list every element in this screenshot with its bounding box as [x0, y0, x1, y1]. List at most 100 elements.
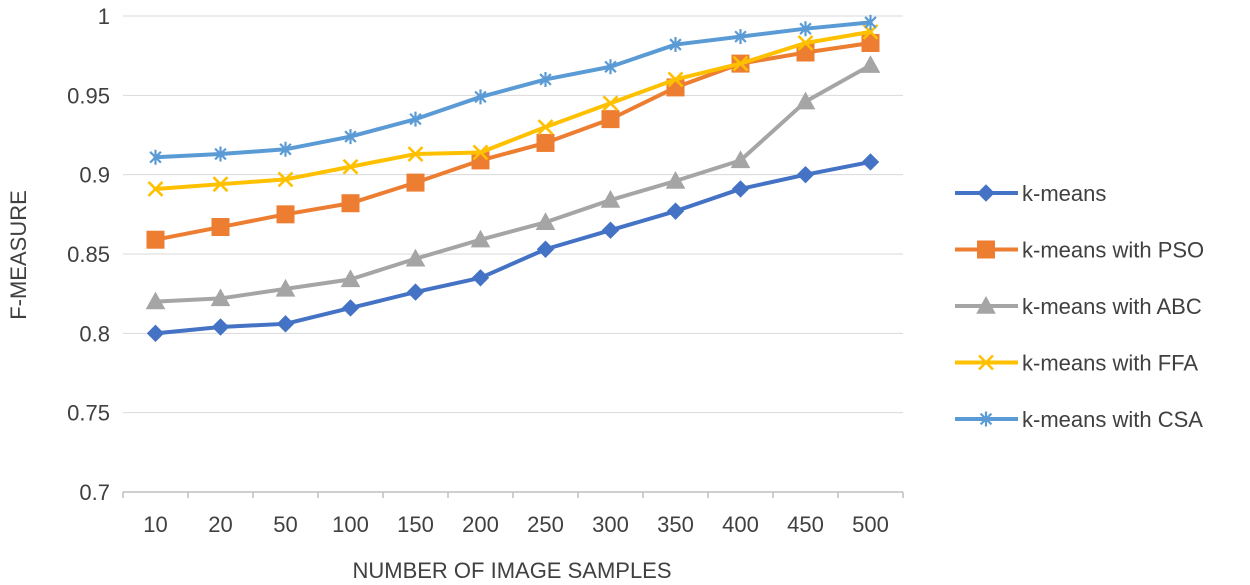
data-point-k-means-with-csa-400 [734, 29, 747, 45]
data-point-k-means-with-csa-20 [214, 146, 227, 162]
legend-label-k-means-with-csa: k-means with CSA [1022, 407, 1203, 432]
data-point-k-means-with-csa-10 [149, 149, 162, 165]
x-tick-label-100: 100 [332, 512, 369, 537]
data-point-k-means-with-abc-20 [210, 288, 231, 307]
data-point-k-means-250 [536, 240, 555, 258]
data-point-k-means-with-pso-50 [276, 205, 295, 224]
data-point-k-means-with-csa-450 [799, 21, 812, 37]
series-k-means-with-ffa [147, 23, 879, 197]
data-point-k-means-with-ffa-10 [147, 181, 164, 197]
x-tick-label-300: 300 [592, 512, 629, 537]
legend-marker-k-means-with-abc [976, 295, 996, 314]
x-tick-label-450: 450 [787, 512, 824, 537]
data-point-k-means-500 [861, 153, 880, 171]
series-line-k-means-with-ffa [153, 29, 873, 191]
legend-marker-k-means-with-csa [979, 411, 993, 427]
data-point-k-means-10 [146, 324, 165, 343]
data-point-k-means-100 [341, 299, 360, 317]
series-line-k-means-with-abc [153, 63, 873, 304]
legend-item-k-means-with-pso: k-means with PSO [955, 238, 1204, 263]
y-tick-label-0.8: 0.8 [79, 321, 110, 346]
legend-label-k-means-with-pso: k-means with PSO [1022, 238, 1204, 263]
legend-marker-k-means-with-pso [977, 240, 995, 259]
x-tick-label-500: 500 [852, 512, 889, 537]
legend-label-k-means-with-ffa: k-means with FFA [1022, 351, 1198, 376]
data-point-k-means-with-ffa-200 [472, 144, 489, 161]
legend-item-k-means-with-abc: k-means with ABC [955, 294, 1202, 319]
y-tick-label-0.9: 0.9 [79, 163, 110, 188]
data-point-k-means-with-pso-500 [861, 33, 880, 52]
x-tick-label-200: 200 [462, 512, 499, 537]
data-point-k-means-with-pso-20 [211, 218, 230, 237]
data-point-k-means-20 [211, 318, 230, 336]
data-point-k-means-with-csa-300 [604, 59, 617, 75]
data-point-k-means-with-pso-150 [406, 173, 425, 192]
data-point-k-means-with-abc-450 [795, 91, 816, 110]
gridlines [123, 15, 903, 414]
data-point-k-means-with-abc-50 [275, 278, 296, 297]
x-tick-label-150: 150 [397, 512, 434, 537]
data-point-k-means-with-csa-250 [539, 71, 552, 87]
x-tick-label-50: 50 [273, 512, 297, 537]
y-axis-title: F-MEASURE [6, 190, 31, 320]
data-point-k-means-with-abc-350 [665, 170, 686, 189]
series-group [145, 14, 881, 343]
data-point-k-means-with-csa-500 [864, 14, 877, 30]
x-tick-label-250: 250 [527, 512, 564, 537]
data-point-k-means-200 [471, 269, 490, 287]
data-point-k-means-with-pso-300 [601, 110, 620, 129]
data-point-k-means-with-abc-100 [340, 269, 361, 288]
series-line-k-means-with-csa [153, 20, 873, 160]
series-k-means [146, 153, 880, 343]
data-point-k-means-with-csa-50 [279, 141, 292, 157]
data-point-k-means-with-abc-400 [730, 150, 751, 169]
data-point-k-means-with-abc-250 [535, 212, 556, 230]
data-point-k-means-with-abc-10 [145, 291, 166, 310]
data-point-k-means-with-pso-10 [146, 230, 165, 249]
legend-item-k-means-with-csa: k-means with CSA [955, 407, 1203, 432]
y-tick-label-0.85: 0.85 [67, 242, 110, 267]
data-point-k-means-with-ffa-20 [212, 176, 229, 193]
data-point-k-means-with-ffa-50 [277, 171, 294, 188]
data-point-k-means-50 [276, 315, 295, 333]
legend-label-k-means: k-means [1022, 181, 1106, 206]
y-tick-labels: 0.7 0.75 0.8 0.85 0.9 0.95 1 [67, 4, 110, 505]
data-point-k-means-with-ffa-150 [407, 146, 424, 162]
legend-marker-k-means [977, 184, 995, 202]
axes [122, 491, 904, 498]
legend-label-k-means-with-abc: k-means with ABC [1022, 294, 1202, 319]
data-point-k-means-with-pso-250 [536, 133, 555, 152]
data-point-k-means-400 [731, 180, 750, 198]
data-point-k-means-with-abc-300 [600, 190, 621, 208]
data-point-k-means-with-ffa-350 [667, 71, 684, 88]
legend-item-k-means: k-means [955, 181, 1106, 206]
data-point-k-means-with-abc-150 [405, 248, 426, 267]
y-tick-label-0.95: 0.95 [67, 83, 110, 108]
x-tick-label-10: 10 [143, 512, 167, 537]
data-point-k-means-with-ffa-300 [602, 95, 619, 112]
data-point-k-means-with-csa-200 [474, 89, 487, 105]
y-tick-label-0.7: 0.7 [79, 480, 110, 505]
x-tick-label-350: 350 [657, 512, 694, 537]
data-point-k-means-with-ffa-250 [537, 119, 554, 135]
data-point-k-means-with-ffa-400 [732, 55, 749, 72]
data-point-k-means-350 [666, 202, 685, 220]
x-tick-label-20: 20 [208, 512, 232, 537]
data-point-k-means-300 [601, 221, 620, 239]
data-point-k-means-with-pso-100 [341, 194, 360, 213]
x-tick-labels: 10 20 50 100 150 200 250 300 350 400 450 500 [143, 512, 889, 537]
data-point-k-means-with-abc-200 [470, 229, 491, 248]
series-line-k-means [153, 159, 873, 336]
x-axis-title: NUMBER OF IMAGE SAMPLES [352, 558, 671, 583]
data-point-k-means-with-abc-500 [860, 55, 881, 73]
data-point-k-means-450 [796, 165, 815, 184]
x-tick-label-400: 400 [722, 512, 759, 537]
series-k-means-with-abc [145, 55, 881, 310]
data-point-k-means-with-csa-350 [669, 37, 682, 53]
y-tick-label-1: 1 [98, 4, 110, 29]
data-point-k-means-with-csa-100 [344, 129, 357, 145]
data-point-k-means-with-ffa-100 [342, 158, 359, 175]
legend-item-k-means-with-ffa: k-means with FFA [955, 351, 1198, 376]
legend-marker-k-means-with-ffa [978, 354, 994, 371]
